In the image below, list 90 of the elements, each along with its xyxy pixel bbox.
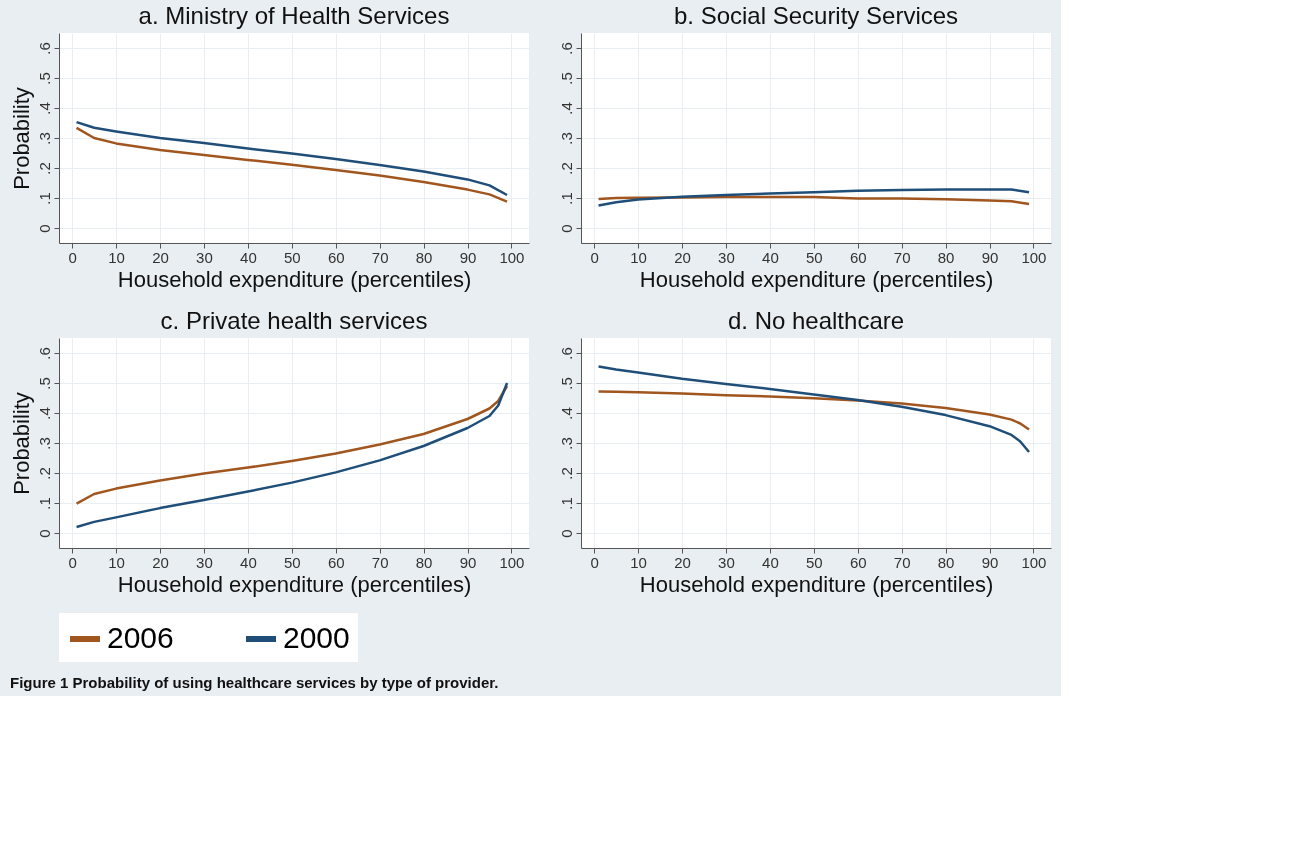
x-tick-label: 90 [459,248,477,266]
y-tick-label: .5 [557,377,575,390]
legend-label: 2000 [283,621,350,654]
chart-title: b. Social Security Services [673,2,959,29]
y-tick-label: .5 [35,72,53,85]
chart-title: a. Ministry of Health Services [138,2,450,29]
x-tick-label: 10 [108,553,125,571]
y-tick-label: .4 [35,102,53,115]
x-tick-label: 10 [630,553,647,571]
x-tick-label: 100 [1021,248,1047,266]
x-tick-label: 80 [937,553,955,571]
x-tick-label: 40 [762,553,779,571]
y-tick-label: 0 [35,224,53,233]
x-tick-label: 20 [152,553,169,571]
y-tick-label: .2 [557,467,575,480]
x-tick-label: 10 [630,248,647,266]
x-tick-label: 70 [371,248,389,266]
x-tick-label: 40 [240,553,257,571]
x-tick-label: 60 [327,553,345,571]
chart-title: c. Private health services [160,307,428,334]
line-series [597,390,1031,431]
x-tick-label: 30 [196,553,213,571]
x-tick-label: 100 [499,248,525,266]
x-tick-label: 40 [240,248,257,266]
y-tick-label: 0 [557,529,575,538]
x-tick-label: 90 [981,248,999,266]
x-tick-label: 20 [152,248,169,266]
y-tick-label: .3 [35,437,53,450]
legend-label: 2006 [107,621,174,654]
x-tick-label: 100 [499,553,525,571]
y-tick-label: .4 [557,102,575,115]
x-tick-label: 80 [415,248,433,266]
y-tick-label: .1 [35,497,53,510]
y-tick-label: .2 [35,467,53,480]
y-tick-label: .5 [35,377,53,390]
x-tick-label: 20 [674,553,691,571]
line-series [597,365,1031,454]
y-tick-label: .6 [35,42,53,55]
y-tick-label: .1 [35,192,53,205]
x-tick-label: 80 [415,553,433,571]
x-tick-label: 0 [590,553,599,571]
x-tick-label: 60 [849,248,867,266]
y-tick-label: .6 [35,347,53,360]
y-tick-label: .2 [557,162,575,175]
line-series [597,188,1031,207]
x-tick-label: 70 [371,553,389,571]
y-axis-title: Probability [8,392,34,495]
y-tick-label: .3 [557,132,575,145]
y-tick-label: .6 [557,347,575,360]
x-tick-label: 30 [718,248,735,266]
x-tick-label: 80 [937,248,955,266]
x-tick-label: 50 [283,248,301,266]
line-series [75,381,509,529]
x-tick-label: 70 [893,248,911,266]
x-tick-label: 50 [283,553,301,571]
y-tick-label: .4 [35,407,53,420]
x-tick-label: 90 [459,553,477,571]
x-tick-label: 10 [108,248,125,266]
y-tick-label: .1 [557,497,575,510]
caption: Figure 1 Probability of using healthcare services by type of provider. [10,674,499,691]
x-tick-label: 0 [590,248,599,266]
x-tick-label: 100 [1021,553,1047,571]
x-tick-label: 90 [981,553,999,571]
y-tick-label: 0 [35,529,53,538]
y-tick-label: .2 [35,162,53,175]
chart-title: d. No healthcare [727,307,905,334]
x-tick-label: 40 [762,248,779,266]
x-tick-label: 0 [68,553,77,571]
x-tick-label: 20 [674,248,691,266]
x-tick-label: 30 [196,248,213,266]
x-tick-label: 0 [68,248,77,266]
x-tick-label: 50 [805,553,823,571]
x-tick-label: 60 [849,553,867,571]
y-tick-label: .6 [557,42,575,55]
y-tick-label: .3 [557,437,575,450]
line-series [75,384,509,505]
x-tick-label: 50 [805,248,823,266]
x-axis-title: Household expenditure (percentiles) [117,571,472,597]
y-axis-title: Probability [8,87,34,190]
x-axis-title: Household expenditure (percentiles) [639,266,994,292]
x-tick-label: 70 [893,553,911,571]
x-tick-label: 60 [327,248,345,266]
x-axis-title: Household expenditure (percentiles) [117,266,472,292]
x-axis-title: Household expenditure (percentiles) [639,571,994,597]
y-tick-label: .5 [557,72,575,85]
y-tick-label: 0 [557,224,575,233]
y-tick-label: .1 [557,192,575,205]
y-tick-label: .3 [35,132,53,145]
y-tick-label: .4 [557,407,575,420]
x-tick-label: 30 [718,553,735,571]
